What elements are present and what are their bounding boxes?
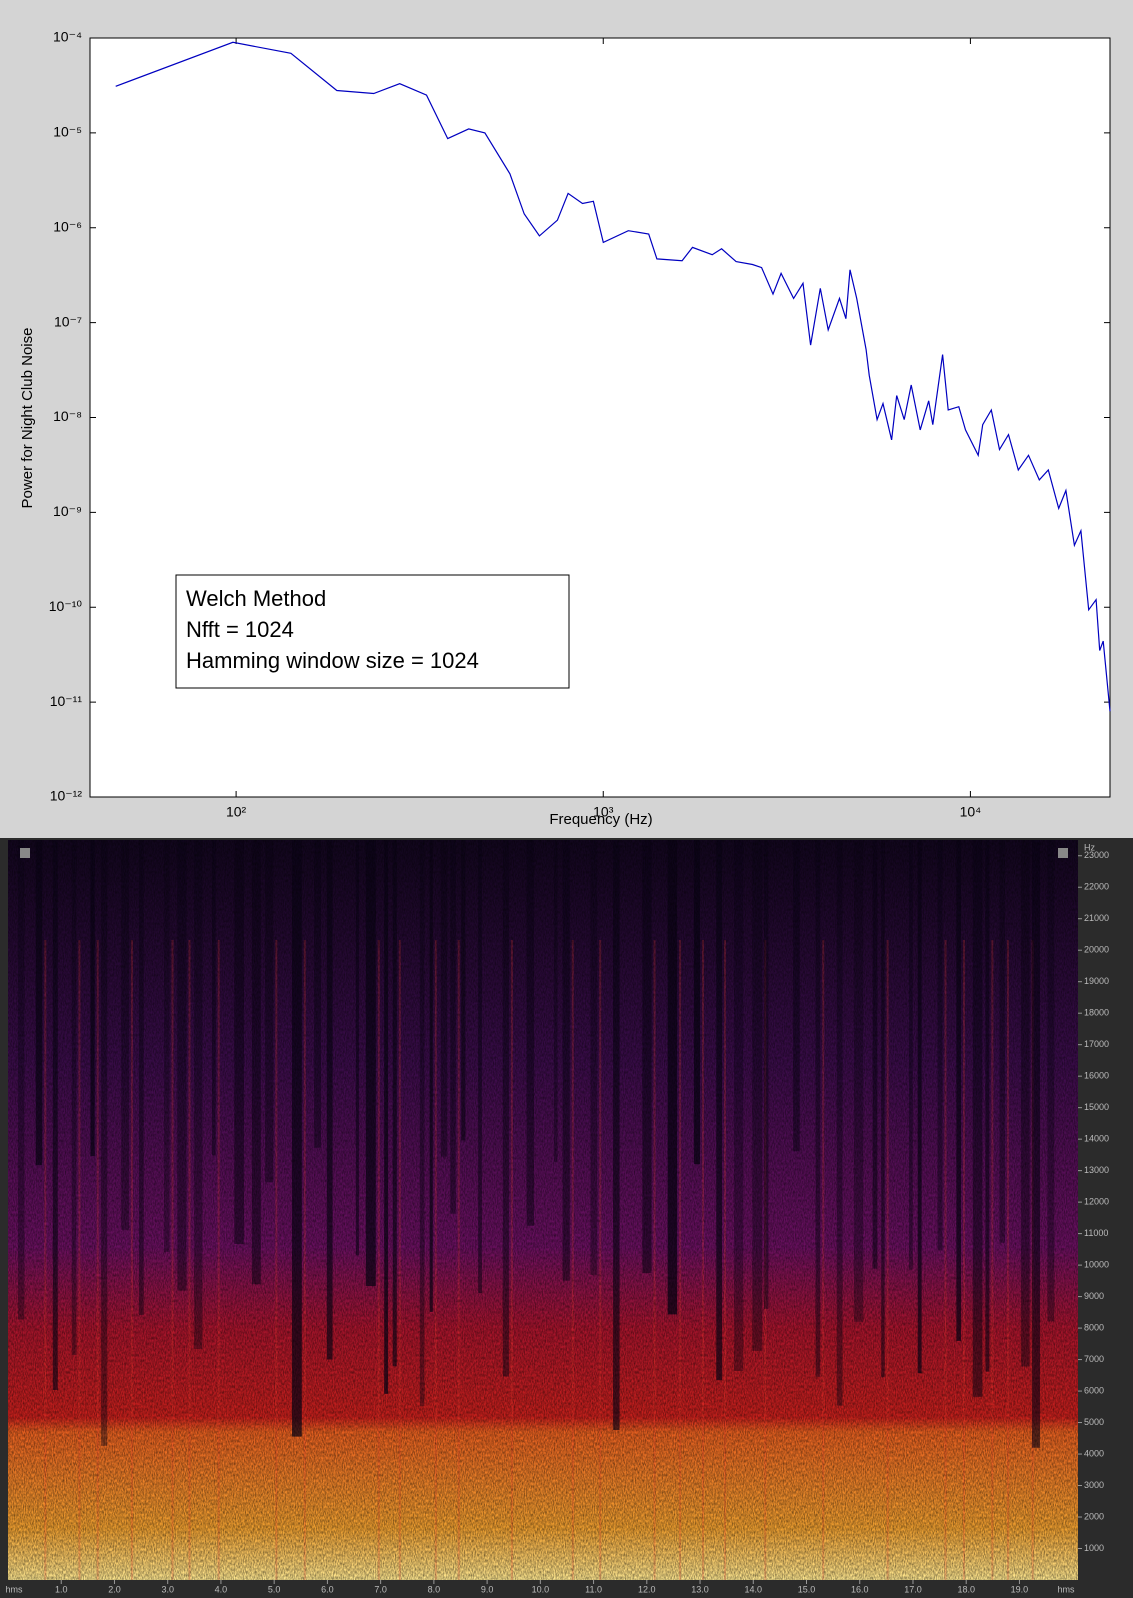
y-tick-label: 5000 (1084, 1417, 1104, 1427)
annotation-box (175, 574, 570, 689)
corner-button[interactable] (1058, 848, 1068, 858)
annotation-line: Welch Method (186, 586, 326, 611)
y-tick-label: 19000 (1084, 976, 1109, 986)
x-tick-label: 16.0 (851, 1584, 869, 1594)
y-tick-label: 11000 (1084, 1228, 1108, 1238)
y-tick-label: 3000 (1084, 1480, 1104, 1490)
y-axis-label: Power for Night Club Noise (19, 328, 36, 509)
y-tick-label: 9000 (1084, 1291, 1104, 1301)
x-tick-label: 7.0 (374, 1584, 387, 1594)
x-tick-label: 8.0 (428, 1584, 441, 1594)
y-tick-label: 12000 (1084, 1197, 1109, 1207)
y-tick-label: 15000 (1084, 1102, 1109, 1112)
x-tick-label: 10³ (593, 804, 614, 820)
y-tick-label: 13000 (1084, 1165, 1109, 1175)
y-tick-label: 6000 (1084, 1385, 1104, 1395)
y-tick-label: 18000 (1084, 1008, 1109, 1018)
y-tick-label: 8000 (1084, 1322, 1104, 1332)
y-tick-label: 10⁻⁵ (53, 124, 82, 140)
x-tick-label: 11.0 (585, 1584, 602, 1594)
y-tick-label: 22000 (1084, 882, 1109, 892)
y-tick-label: 10⁻⁹ (53, 503, 82, 519)
y-tick-label: 10⁻⁴ (53, 29, 82, 45)
x-tick-label: 6.0 (321, 1584, 334, 1594)
spectrogram-y-label: Hz (1084, 842, 1095, 852)
x-tick-label: 1.0 (55, 1584, 68, 1594)
y-tick-label: 7000 (1084, 1354, 1104, 1364)
y-tick-label: 1000 (1084, 1543, 1104, 1553)
x-tick-label: 3.0 (161, 1584, 174, 1594)
y-tick-label: 23000 (1084, 850, 1109, 860)
psd-line (115, 41, 1111, 712)
annotation-line: Hamming window size = 1024 (186, 648, 479, 673)
annotation-line: Nfft = 1024 (186, 617, 294, 642)
x-tick-label: 12.0 (638, 1584, 656, 1594)
corner-button[interactable] (20, 848, 30, 858)
y-tick-label: 10⁻¹⁰ (49, 598, 83, 614)
x-tick-label: 18.0 (957, 1584, 975, 1594)
y-tick-label: 10⁻⁶ (53, 218, 82, 234)
y-tick-label: 20000 (1084, 945, 1109, 955)
x-tick-label: 9.0 (481, 1584, 494, 1594)
x-tick-label: 5.0 (268, 1584, 281, 1594)
y-tick-label: 21000 (1084, 913, 1109, 923)
y-tick-label: 10⁻¹¹ (50, 693, 83, 709)
x-tick-label: 15.0 (798, 1584, 816, 1594)
x-tick-label: 10⁴ (960, 804, 982, 820)
x-axis-label: Frequency (Hz) (549, 811, 652, 828)
y-tick-label: 17000 (1084, 1039, 1109, 1049)
x-tick-label: 4.0 (215, 1584, 228, 1594)
y-tick-label: 14000 (1084, 1134, 1109, 1144)
x-tick-label: 2.0 (108, 1584, 121, 1594)
y-tick-label: 4000 (1084, 1448, 1104, 1458)
x-tick-label: 10² (226, 804, 247, 820)
spectrogram-texture (8, 840, 1078, 1580)
x-unit-label: hms (5, 1584, 23, 1594)
x-tick-label: 13.0 (691, 1584, 709, 1594)
y-tick-label: 10⁻⁸ (53, 408, 82, 424)
x-tick-label: 17.0 (904, 1584, 922, 1594)
y-tick-label: 10000 (1084, 1259, 1109, 1269)
x-tick-label: 10.0 (532, 1584, 550, 1594)
x-tick-label: 14.0 (745, 1584, 763, 1594)
x-unit-label: hms (1057, 1584, 1075, 1594)
y-tick-label: 10⁻¹² (50, 788, 83, 804)
y-tick-label: 16000 (1084, 1071, 1109, 1081)
x-tick-label: 19.0 (1011, 1584, 1029, 1594)
y-tick-label: 10⁻⁷ (54, 313, 82, 329)
y-tick-label: 2000 (1084, 1511, 1104, 1521)
